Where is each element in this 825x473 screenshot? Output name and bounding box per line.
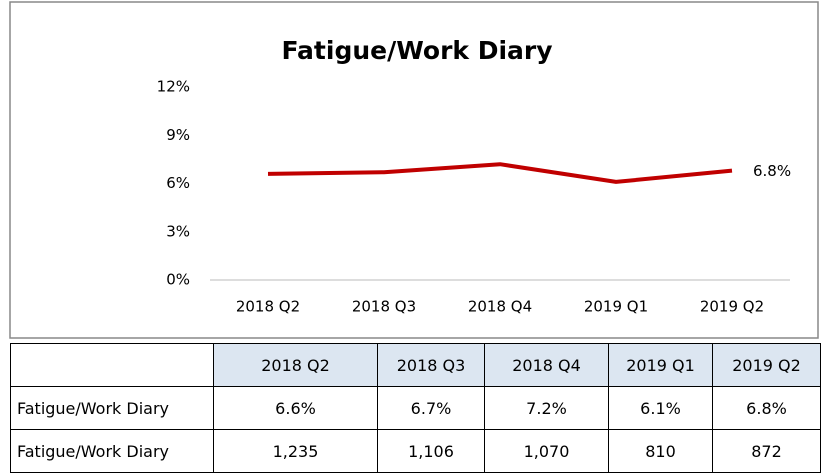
x-tick-label: 2018 Q2 xyxy=(236,298,300,316)
y-tick-label: 0% xyxy=(166,271,190,289)
table-row: Fatigue/Work Diary 6.6% 6.7% 7.2% 6.1% 6.8% xyxy=(10,386,821,430)
chart-title: Fatigue/Work Diary xyxy=(281,36,552,65)
table-row: Fatigue/Work Diary 1,235 1,106 1,070 810 872 xyxy=(10,429,821,473)
table-cell: 1,106 xyxy=(377,429,485,473)
chart: Fatigue/Work Diary 0% 3% 6% 9% 12% 2018 Q2 201… xyxy=(9,1,819,339)
table-cell: 6.1% xyxy=(608,386,713,430)
column-header: 2018 Q4 xyxy=(484,343,609,387)
y-tick-label: 6% xyxy=(166,174,190,192)
table-cell: 6.8% xyxy=(712,386,821,430)
y-tick-label: 3% xyxy=(166,222,190,240)
x-tick-label: 2019 Q1 xyxy=(584,298,648,316)
page: Fatigue/Work Diary 0% 3% 6% 9% 12% 2018 Q2 201… xyxy=(9,1,821,473)
column-header: 2019 Q2 xyxy=(712,343,821,387)
x-tick-label: 2019 Q2 xyxy=(700,298,764,316)
table-cell: 6.7% xyxy=(377,386,485,430)
table-cell: 872 xyxy=(712,429,821,473)
line-series xyxy=(267,162,733,184)
column-header: 2018 Q3 xyxy=(377,343,485,387)
y-tick-label: 9% xyxy=(166,126,190,144)
data-label: 6.8% xyxy=(753,162,791,180)
x-tick-label: 2018 Q4 xyxy=(468,298,532,316)
x-tick-label: 2018 Q3 xyxy=(352,298,416,316)
y-tick-label: 12% xyxy=(157,78,190,96)
column-header: 2019 Q1 xyxy=(608,343,713,387)
table-cell: 7.2% xyxy=(484,386,609,430)
row-label: Fatigue/Work Diary xyxy=(10,386,214,430)
table-cell: 6.6% xyxy=(213,386,378,430)
table-cell: 810 xyxy=(608,429,713,473)
corner-cell xyxy=(10,343,214,387)
table-cell: 1,235 xyxy=(213,429,378,473)
header-row: 2018 Q2 2018 Q3 2018 Q4 2019 Q1 2019 Q2 xyxy=(10,343,821,387)
column-header: 2018 Q2 xyxy=(213,343,378,387)
table-cell: 1,070 xyxy=(484,429,609,473)
row-label: Fatigue/Work Diary xyxy=(10,429,214,473)
